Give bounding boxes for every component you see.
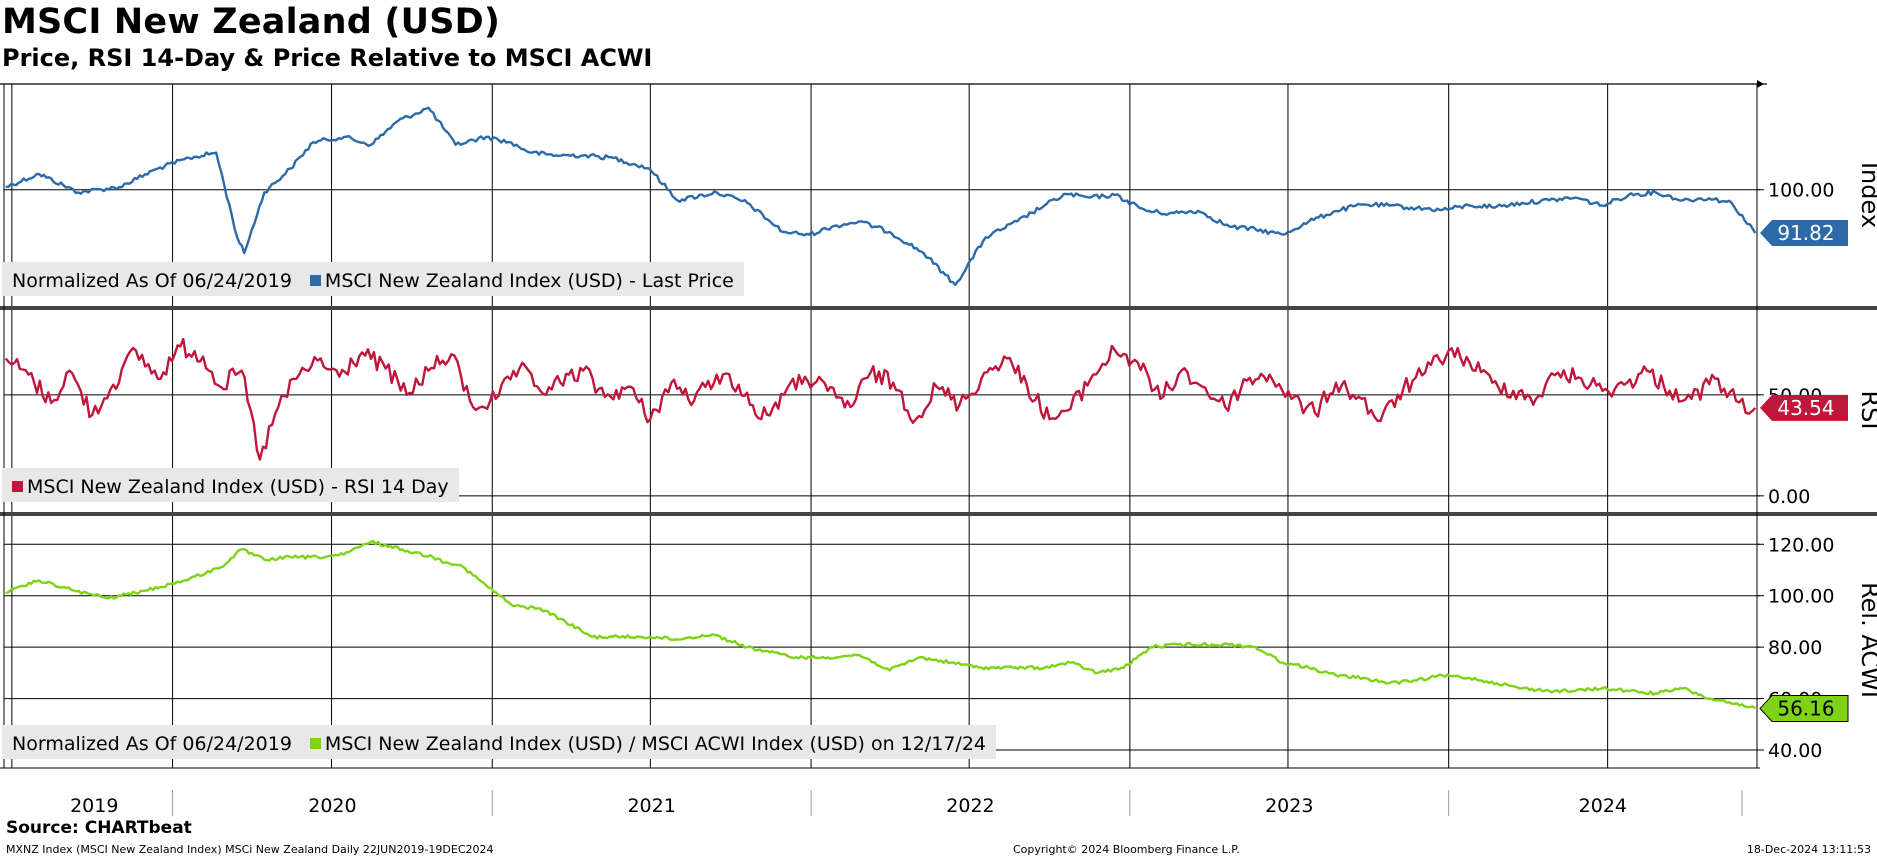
legend-price-swatch (309, 275, 321, 286)
series-line-rsi (4, 337, 1757, 461)
series-line-rel (5, 540, 1757, 710)
legend-rsi-swatch (12, 481, 23, 492)
x-tick-label: 2022 (946, 795, 994, 817)
y-tick-label: 0.00 (1768, 486, 1810, 508)
last-value-tag-price: 91.82 (1760, 219, 1848, 246)
legend-rsi-series: MSCI New Zealand Index (USD) - RSI 14 Da… (27, 475, 449, 498)
last-value-label: 43.54 (1777, 396, 1834, 420)
axis-arrow-icon (1757, 80, 1764, 88)
source-note: Source: CHARTbeat (6, 818, 192, 838)
axis-title-rsi: RSI (1856, 391, 1877, 430)
y-tick-label: 100.00 (1768, 180, 1834, 202)
legend-rsi: MSCI New Zealand Index (USD) - RSI 14 Da… (2, 468, 459, 502)
y-tick-label: 120.00 (1768, 534, 1834, 556)
legend-price-series: MSCI New Zealand Index (USD) - Last Pric… (324, 269, 734, 292)
chart-subtitle: Price, RSI 14-Day & Price Relative to MS… (2, 44, 653, 72)
legend-rel: Normalized As Of 06/24/2019 MSCI New Zea… (2, 725, 996, 759)
y-tick-label: 80.00 (1768, 637, 1822, 659)
axis-title-rel: Rel. ACWI (1856, 582, 1877, 698)
x-tick-label: 2020 (308, 795, 356, 817)
last-value-tag-rsi: 43.54 (1760, 394, 1848, 421)
last-value-tag-shape (1759, 694, 1849, 722)
axis-title-price: Index (1856, 162, 1877, 228)
last-value-tag-shape (1760, 219, 1848, 246)
y-tick-label: 100.00 (1768, 586, 1834, 608)
legend-price-note: Normalized As Of 06/24/2019 (12, 269, 292, 292)
footer-copyright: Copyright© 2024 Bloomberg Finance L.P. (1013, 843, 1240, 856)
x-tick-label: 2021 (627, 795, 675, 817)
y-tick-label: 40.00 (1768, 740, 1822, 762)
last-value-label: 91.82 (1777, 221, 1834, 245)
legend-price: Normalized As Of 06/24/2019 MSCI New Zea… (2, 262, 744, 296)
last-value-tag-rel: 56.16 (1759, 694, 1849, 722)
panel-separator (0, 306, 1877, 310)
footer-ticker-info: MXNZ Index (MSCI New Zealand Index) MSCi… (6, 843, 494, 856)
x-tick-label: 2024 (1579, 795, 1627, 817)
panel-separator (0, 512, 1877, 516)
legend-rel-series: MSCI New Zealand Index (USD) / MSCI ACWI… (324, 732, 986, 755)
x-tick-label: 2023 (1265, 795, 1313, 817)
series-line-price (5, 106, 1757, 287)
last-value-tag-shape (1760, 394, 1848, 421)
chart-title: MSCI New Zealand (USD) (2, 2, 501, 42)
legend-rel-note: Normalized As Of 06/24/2019 (12, 732, 292, 755)
last-value-label: 56.16 (1777, 696, 1834, 720)
footer-timestamp: 18-Dec-2024 13:11:53 (1746, 843, 1871, 856)
x-tick-label: 2019 (70, 795, 118, 817)
legend-rel-swatch (309, 738, 321, 749)
